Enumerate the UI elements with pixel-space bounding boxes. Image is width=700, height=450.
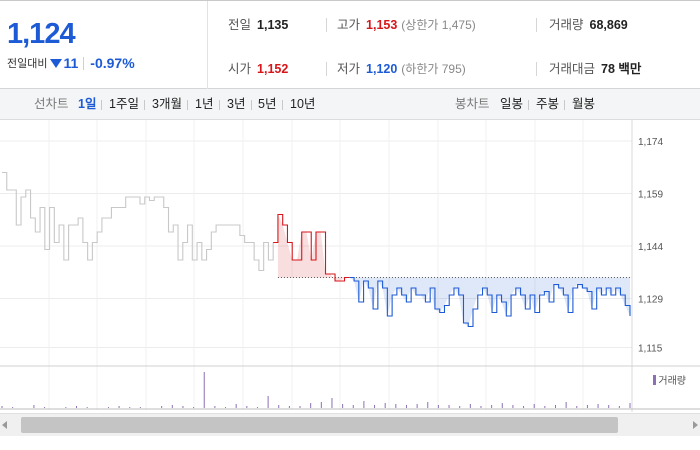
divider — [326, 18, 327, 32]
stat-volume: 거래량 68,869 — [549, 15, 628, 35]
change-label: 전일대비 — [7, 58, 48, 70]
price-chart-svg: 1,115 1,129 1,144 1,159 1,174 — [0, 120, 700, 412]
divider — [219, 100, 220, 110]
divider — [251, 100, 252, 110]
y-tick-label: 1,174 — [638, 137, 663, 148]
stat-high: 고가 1,153 (상한가 1,475) — [337, 15, 476, 35]
interval-monthly[interactable]: 월봉 — [572, 97, 596, 111]
divider — [187, 100, 188, 110]
chart-period-bar: 선차트 1일 1주일 3개월 1년 3년 5년 10년 봉차트 일봉 주봉 월봉 — [0, 89, 700, 120]
candle-chart-label: 봉차트 — [455, 97, 490, 111]
stat-value: 1,153 — [366, 18, 398, 32]
stat-value: 78 백만 — [601, 62, 642, 76]
line-chart-label: 선차트 — [34, 97, 69, 111]
divider — [101, 100, 102, 110]
change-amount: 11 — [63, 55, 79, 71]
stat-label: 저가 — [337, 62, 361, 76]
scroll-right-icon[interactable] — [693, 421, 698, 429]
y-tick-label: 1,144 — [638, 242, 663, 253]
scroll-thumb[interactable] — [21, 417, 618, 433]
stat-turnover: 거래대금 78 백만 — [549, 59, 641, 79]
stat-value: 68,869 — [589, 18, 628, 32]
price-chart: 1,115 1,129 1,144 1,159 1,174 거래량 — [0, 120, 700, 412]
stat-label: 시가 — [228, 62, 252, 76]
price-line-today-below-prev-close — [349, 276, 631, 328]
chart-scrollbar[interactable] — [0, 413, 700, 436]
stat-value: 1,135 — [257, 18, 289, 32]
stat-open: 시가 1,152 — [228, 59, 288, 79]
divider — [282, 100, 283, 110]
divider — [536, 18, 537, 32]
period-1w[interactable]: 1주일 — [109, 97, 139, 111]
y-tick-label: 1,115 — [638, 344, 663, 355]
interval-weekly[interactable]: 주봉 — [536, 97, 560, 111]
period-3m[interactable]: 3개월 — [152, 97, 182, 111]
price-line-today-above-prev-close — [273, 213, 350, 282]
period-1y[interactable]: 1년 — [195, 97, 214, 111]
divider — [528, 100, 529, 110]
stat-prev-close: 전일 1,135 — [228, 15, 288, 35]
divider — [564, 100, 565, 110]
down-area-fill — [349, 277, 630, 327]
current-price-box: 1,124 전일대비 11 -0.97% — [0, 1, 208, 89]
stat-label: 고가 — [337, 18, 361, 32]
divider — [536, 62, 537, 76]
stat-label: 거래량 — [549, 18, 584, 32]
volume-legend-label: 거래량 — [658, 376, 686, 387]
volume-legend-swatch — [653, 375, 657, 385]
stat-label: 전일 — [228, 18, 252, 32]
interval-daily[interactable]: 일봉 — [500, 97, 524, 111]
period-5y[interactable]: 5년 — [258, 97, 277, 111]
upper-limit: (상한가 1,475) — [401, 18, 476, 32]
y-tick-label: 1,129 — [638, 295, 663, 306]
down-triangle-icon — [50, 58, 63, 68]
lower-limit: (하한가 795) — [401, 62, 466, 76]
up-area-fill — [277, 214, 350, 281]
period-3y[interactable]: 3년 — [227, 97, 246, 111]
stat-value: 1,120 — [366, 62, 398, 76]
quote-panel: 1,124 전일대비 11 -0.97% 전일 1,135 고가 1,153 (상한가… — [0, 0, 700, 89]
y-tick-label: 1,159 — [638, 190, 663, 201]
change-rate: -0.97% — [90, 55, 135, 71]
stat-value: 1,152 — [257, 62, 289, 76]
price-line-previous-day — [2, 171, 274, 272]
period-10y[interactable]: 10년 — [290, 97, 316, 111]
change-row: 전일대비 11 -0.97% — [7, 55, 135, 71]
divider — [326, 62, 327, 76]
current-price: 1,124 — [7, 18, 76, 50]
change-divider — [83, 56, 85, 70]
period-1d[interactable]: 1일 — [78, 97, 97, 111]
stat-label: 거래대금 — [549, 62, 596, 76]
volume-legend: 거래량 — [653, 372, 686, 387]
scroll-left-icon[interactable] — [2, 421, 7, 429]
divider — [144, 100, 145, 110]
stat-low: 저가 1,120 (하한가 795) — [337, 59, 466, 79]
